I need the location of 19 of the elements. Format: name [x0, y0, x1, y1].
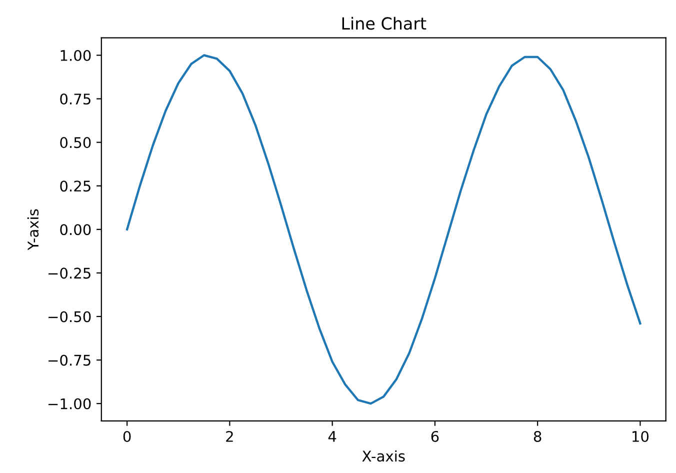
x-tick-label: 4 [328, 431, 336, 442]
y-tick-label: 0.25 [60, 180, 90, 192]
y-tick-label: −0.75 [48, 354, 90, 366]
x-tick-label: 2 [226, 430, 233, 442]
x-tick-label: 0 [123, 430, 131, 442]
y-tick-label: 0.75 [60, 94, 90, 105]
y-tick-label: −0.25 [48, 268, 90, 279]
x-axis-title: X-axis [362, 450, 405, 462]
y-tick-label: 0.00 [60, 224, 91, 236]
chart-title: Line Chart [342, 16, 426, 30]
y-tick-label: 1.00 [60, 50, 91, 62]
x-tick-label: 8 [534, 430, 542, 442]
y-tick-label: −1.00 [48, 398, 91, 410]
y-tick-label: −0.50 [48, 311, 91, 322]
y-tick-label: 0.50 [60, 137, 91, 148]
x-tick-label: 10 [632, 430, 649, 442]
x-tick-label: 6 [431, 430, 439, 442]
y-axis-title: Y-axis [27, 209, 39, 250]
line-series [126, 54, 642, 405]
